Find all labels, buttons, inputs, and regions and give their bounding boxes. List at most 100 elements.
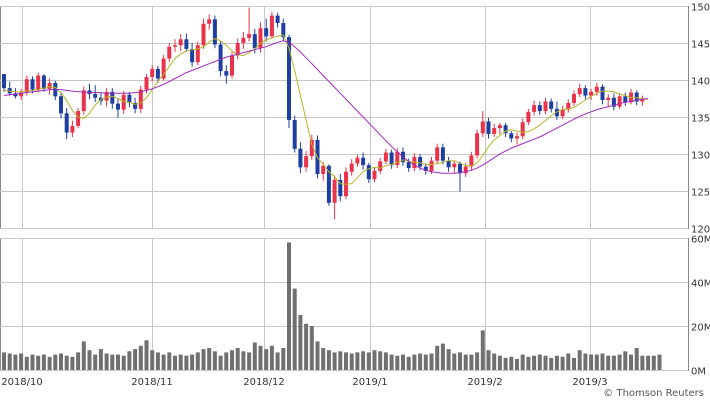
volume-bar [321,348,326,370]
candle [554,101,559,120]
volume-bar [24,356,29,370]
volume-bar [366,352,371,370]
volume-bar [252,342,257,370]
volume-bar [372,350,377,370]
volume-bar [326,350,331,370]
candle [349,159,354,176]
volume-bar [361,351,366,370]
candle-body [355,157,360,164]
candle-body [287,37,291,120]
candle-body [577,88,582,95]
candle [338,173,343,202]
candle [81,86,86,115]
volume-bar [406,356,411,370]
candle [446,156,451,172]
candle-body [389,152,394,166]
candle [378,157,383,174]
candle-body [127,94,132,103]
volume-bar [423,354,428,370]
volume-bar [520,354,525,370]
candle-body [406,162,411,169]
candle-body [475,133,480,156]
candle-body [572,94,576,103]
candle [583,85,588,100]
candle-body [611,97,616,107]
candle [173,39,177,52]
candle [127,91,132,108]
volume-bar [7,353,12,370]
short-moving-average-line [3,34,649,185]
price-tick-label: 140 [691,77,710,88]
volume-bar [104,353,109,370]
volume-bar [87,350,92,370]
volume-bar [155,352,160,370]
candle [309,134,314,160]
candle [87,83,92,100]
candle [93,85,98,103]
candle-body [497,125,502,129]
candle-body [190,48,195,63]
candle [247,7,252,42]
date-tick-label: 2018/11 [131,377,173,388]
volume-bar [497,355,502,370]
candle-body [429,160,434,172]
candle [509,131,514,143]
candle [264,18,269,42]
volume-bar [503,357,508,370]
candle-body [64,113,69,133]
date-tick-label: 2018/10 [1,377,43,388]
candle-body [452,163,457,168]
candle [361,152,366,170]
candle-body [526,111,531,123]
candle-body [155,68,160,79]
candle [298,142,303,174]
candle-body [554,108,559,117]
volume-bar [59,353,63,370]
volume-bar [19,353,24,370]
volume-bar [600,353,605,370]
candle-body [537,105,542,112]
candle [486,117,491,139]
volume-bar [412,354,417,370]
candle-body [252,34,257,49]
volume-bar-series [2,242,662,370]
candle [133,97,138,114]
volume-bar [47,356,52,370]
candle-body [212,19,217,45]
candle-body [247,34,252,38]
candle [497,122,502,135]
candle [520,118,525,140]
candle-body [566,102,571,110]
candle-body [560,109,565,117]
candle-body [167,46,172,59]
candle [589,88,594,100]
volume-bar [640,355,645,370]
volume-bar [589,354,594,370]
candle [70,120,75,137]
volume-bar [583,353,588,370]
candle [383,148,388,165]
candle-body [224,71,229,76]
volume-bar [53,354,58,370]
candle [59,91,63,119]
candle-body [258,28,263,49]
volume-bar [241,351,246,370]
candle [372,168,377,183]
candle-body [110,91,115,104]
volume-bar [304,323,309,370]
candle-body [349,163,354,172]
candle-body [503,125,508,134]
volume-bar [218,355,223,370]
volume-bar [207,348,212,370]
volume-bar [435,345,440,370]
volume-bar [2,352,6,370]
candle-body [372,171,377,180]
candle-body [138,89,143,109]
candle-body [304,156,309,168]
volume-bar [150,350,155,370]
attribution-text: © Thomson Reuters [603,388,704,399]
volume-tick-label: 60M [691,235,710,246]
candle [532,100,537,116]
